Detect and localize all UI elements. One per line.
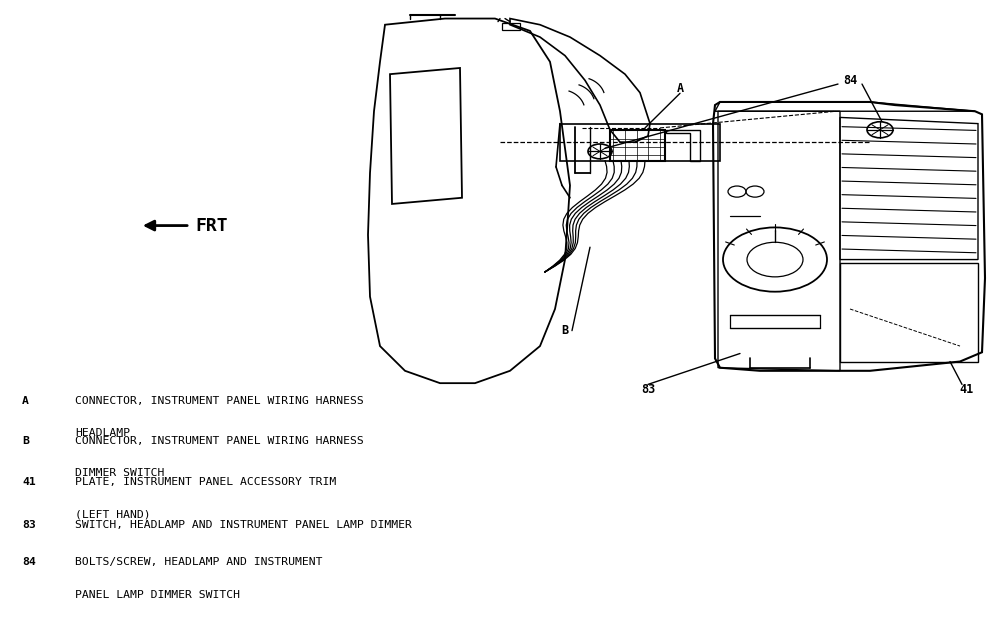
Text: DIMMER SWITCH: DIMMER SWITCH (75, 468, 164, 478)
Text: CONNECTOR, INSTRUMENT PANEL WIRING HARNESS: CONNECTOR, INSTRUMENT PANEL WIRING HARNE… (75, 436, 364, 446)
Text: 41: 41 (22, 477, 36, 487)
Text: 83: 83 (641, 383, 655, 396)
Text: (LEFT HAND): (LEFT HAND) (75, 509, 151, 519)
Text: FRT: FRT (195, 216, 228, 235)
Text: A: A (676, 82, 684, 96)
Text: 83: 83 (22, 520, 36, 530)
Text: CONNECTOR, INSTRUMENT PANEL WIRING HARNESS: CONNECTOR, INSTRUMENT PANEL WIRING HARNE… (75, 396, 364, 405)
Text: HEADLAMP: HEADLAMP (75, 428, 130, 438)
Text: 84: 84 (22, 557, 36, 567)
Text: A: A (22, 396, 29, 405)
Text: B: B (561, 324, 569, 337)
Text: B: B (22, 436, 29, 446)
Text: BOLTS/SCREW, HEADLAMP AND INSTRUMENT: BOLTS/SCREW, HEADLAMP AND INSTRUMENT (75, 557, 322, 567)
Text: 41: 41 (960, 383, 974, 396)
Bar (502, 23, 520, 30)
Text: PANEL LAMP DIMMER SWITCH: PANEL LAMP DIMMER SWITCH (75, 590, 240, 599)
Text: PLATE, INSTRUMENT PANEL ACCESSORY TRIM: PLATE, INSTRUMENT PANEL ACCESSORY TRIM (75, 477, 336, 487)
Text: 84: 84 (843, 74, 857, 87)
Text: SWITCH, HEADLAMP AND INSTRUMENT PANEL LAMP DIMMER: SWITCH, HEADLAMP AND INSTRUMENT PANEL LA… (75, 520, 412, 530)
